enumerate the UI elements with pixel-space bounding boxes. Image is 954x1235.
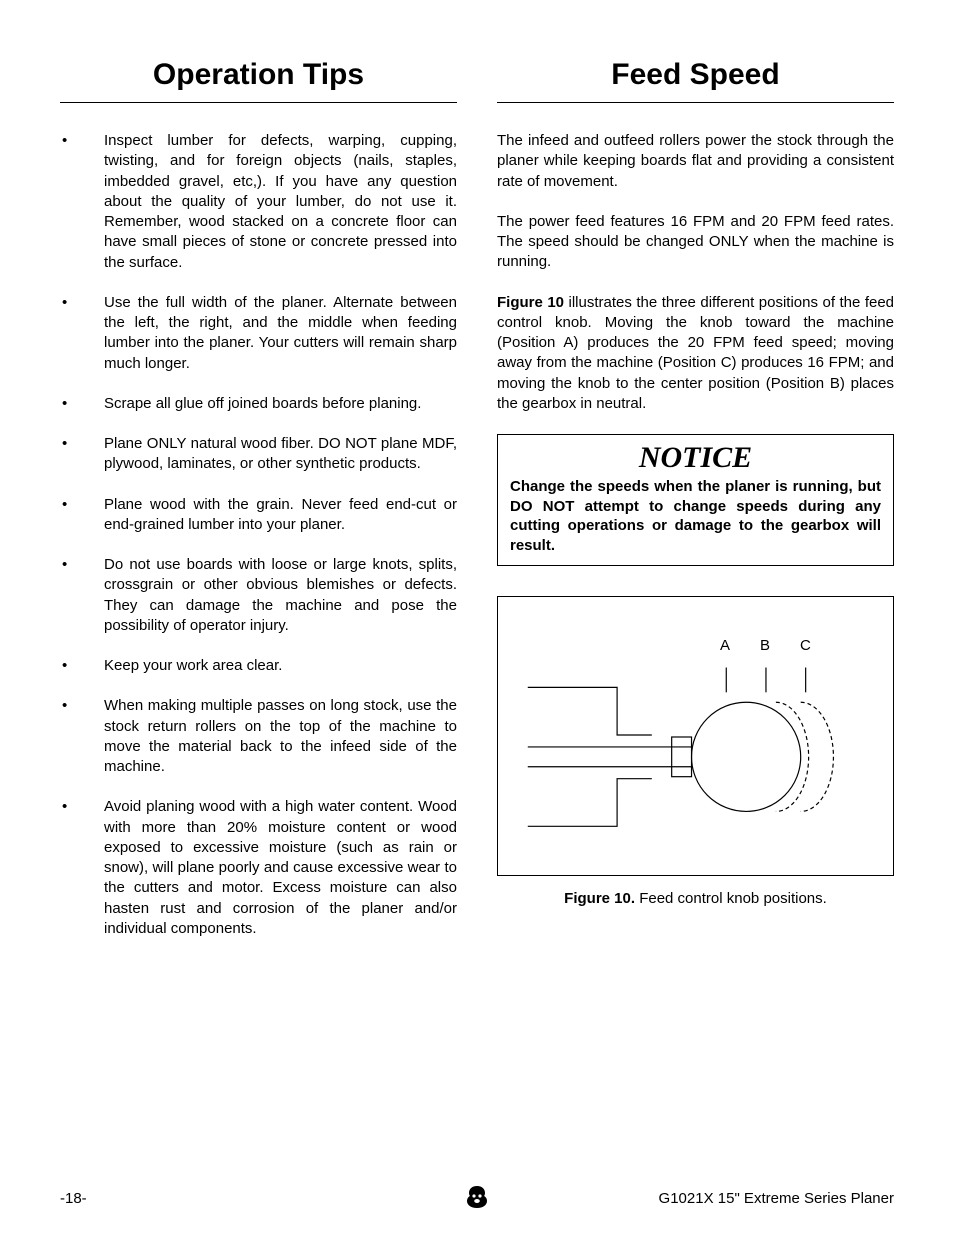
caption-text: Feed control knob positions.: [635, 890, 827, 907]
bullet-icon: •: [60, 656, 104, 676]
bullet-icon: •: [60, 131, 104, 273]
bullet-icon: •: [60, 797, 104, 939]
list-item: •Plane wood with the grain. Never feed e…: [60, 495, 457, 536]
feed-speed-para-3: Figure 10 illustrates the three differen…: [497, 293, 894, 415]
feed-speed-para-1: The infeed and outfeed rollers power the…: [497, 131, 894, 192]
operation-tips-heading: Operation Tips: [60, 58, 457, 103]
caption-bold: Figure 10.: [564, 890, 635, 907]
position-c-label: C: [800, 637, 811, 654]
list-item: •Keep your work area clear.: [60, 656, 457, 676]
right-column: Feed Speed The infeed and outfeed roller…: [497, 58, 894, 959]
bullet-icon: •: [60, 293, 104, 374]
notice-box: NOTICE Change the speeds when the planer…: [497, 434, 894, 566]
bullet-icon: •: [60, 495, 104, 536]
tips-list: •Inspect lumber for defects, warping, cu…: [60, 131, 457, 939]
notice-body: Change the speeds when the planer is run…: [510, 477, 881, 555]
knob-diagram-svg: [498, 597, 893, 875]
list-item: •Do not use boards with loose or large k…: [60, 555, 457, 636]
list-item: •Plane ONLY natural wood fiber. DO NOT p…: [60, 434, 457, 475]
page-number: -18-: [60, 1190, 87, 1207]
tip-text: Do not use boards with loose or large kn…: [104, 555, 457, 636]
bullet-icon: •: [60, 555, 104, 636]
figure-10-diagram: A B C: [497, 596, 894, 876]
tip-text: Inspect lumber for defects, warping, cup…: [104, 131, 457, 273]
para-text: illustrates the three different position…: [497, 294, 894, 412]
bullet-icon: •: [60, 434, 104, 475]
footer-logo-icon: [464, 1184, 490, 1214]
bullet-icon: •: [60, 696, 104, 777]
tip-text: Plane wood with the grain. Never feed en…: [104, 495, 457, 536]
feed-speed-heading: Feed Speed: [497, 58, 894, 103]
list-item: •Scrape all glue off joined boards befor…: [60, 394, 457, 414]
tip-text: Scrape all glue off joined boards before…: [104, 394, 457, 414]
left-column: Operation Tips •Inspect lumber for defec…: [60, 58, 457, 959]
tip-text: Plane ONLY natural wood fiber. DO NOT pl…: [104, 434, 457, 475]
list-item: •Avoid planing wood with a high water co…: [60, 797, 457, 939]
tip-text: Avoid planing wood with a high water con…: [104, 797, 457, 939]
list-item: •When making multiple passes on long sto…: [60, 696, 457, 777]
bullet-icon: •: [60, 394, 104, 414]
figure-10-caption: Figure 10. Feed control knob positions.: [497, 890, 894, 907]
tip-text: Keep your work area clear.: [104, 656, 457, 676]
position-b-label: B: [760, 637, 770, 654]
figure-ref: Figure 10: [497, 294, 564, 311]
tip-text: When making multiple passes on long stoc…: [104, 696, 457, 777]
list-item: •Use the full width of the planer. Alter…: [60, 293, 457, 374]
position-a-label: A: [720, 637, 730, 654]
feed-speed-para-2: The power feed features 16 FPM and 20 FP…: [497, 212, 894, 273]
tip-text: Use the full width of the planer. Altern…: [104, 293, 457, 374]
page-footer: -18- G1021X 15" Extreme Series Planer: [60, 1190, 894, 1207]
list-item: •Inspect lumber for defects, warping, cu…: [60, 131, 457, 273]
notice-title: NOTICE: [510, 441, 881, 475]
document-title: G1021X 15" Extreme Series Planer: [659, 1190, 894, 1207]
